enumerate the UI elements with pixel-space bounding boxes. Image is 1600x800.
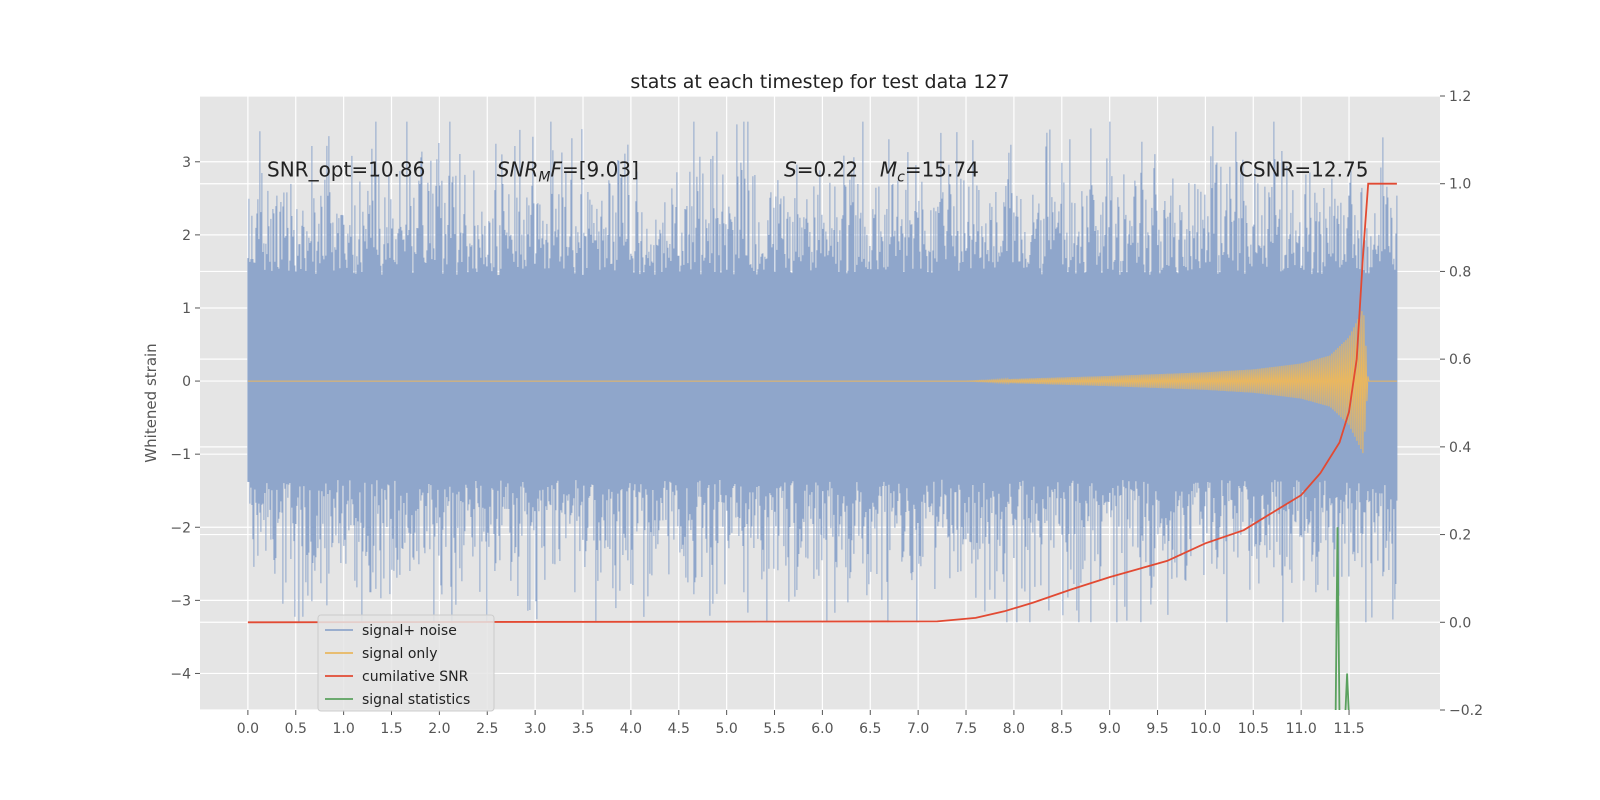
x-tick-label: 1.5 (380, 721, 402, 737)
y-tick-label: −1 (170, 447, 191, 463)
x-tick-label: 11.0 (1286, 721, 1317, 737)
legend-box (317, 614, 495, 712)
annotation-text: SNR_opt=10.86 (267, 157, 425, 181)
x-tick-label: 3.0 (524, 721, 546, 737)
x-tick-label: 11.5 (1333, 721, 1364, 737)
y2-tick-label: 0.8 (1449, 264, 1471, 280)
y2-tick-label: 1.2 (1449, 89, 1471, 105)
x-tick-label: 2.0 (428, 721, 450, 737)
y2-tick-label: 0.0 (1449, 615, 1471, 631)
y-tick-label: 1 (182, 301, 191, 317)
x-tick-label: 10.5 (1238, 721, 1269, 737)
legend-label: cumilative SNR (362, 669, 469, 685)
annotation-text: Mc=15.74 (880, 157, 979, 185)
y-axis-label: Whitened strain (142, 343, 160, 462)
x-tick-label: 8.0 (1003, 721, 1025, 737)
y-tick-label: 0 (182, 374, 191, 390)
legend-label: signal statistics (362, 692, 470, 708)
x-tick-label: 6.0 (811, 721, 833, 737)
x-tick-label: 9.5 (1146, 721, 1168, 737)
signal-only-trace (247, 311, 1397, 454)
legend-label: signal+ noise (362, 623, 457, 639)
y-tick-label: −2 (170, 520, 191, 536)
y2-tick-label: 0.6 (1449, 352, 1471, 368)
legend: signal+ noise signal only cumilative SNR si… (317, 614, 495, 712)
x-tick-label: 0.5 (285, 721, 307, 737)
chart-title: stats at each timestep for test data 127 (630, 71, 1009, 93)
y2-tick-label: −0.2 (1449, 703, 1483, 719)
y-tick-label: −4 (170, 666, 191, 682)
x-tick-label: 5.5 (763, 721, 785, 737)
cumilative-snr-line (247, 182, 1397, 624)
x-tick-label: 8.5 (1051, 721, 1073, 737)
y-tick-label: 3 (182, 155, 191, 171)
y2-tick-label: 0.4 (1449, 440, 1471, 456)
y2-tick-label: 1.0 (1449, 177, 1471, 193)
x-tick-label: 7.5 (955, 721, 977, 737)
annotation-text: SNRMF=[9.03] (497, 157, 639, 185)
y-tick-label: 2 (182, 228, 191, 244)
x-tick-label: 9.0 (1099, 721, 1121, 737)
x-tick-label: 10.0 (1190, 721, 1221, 737)
annotations: SNR_opt=10.86 SNRMF=[9.03] S=0.22 Mc=15.74 C… (267, 157, 1368, 185)
x-tick-label: 1.0 (332, 721, 354, 737)
x-tick-label: 0.0 (237, 721, 259, 737)
x-tick-label: 2.5 (476, 721, 498, 737)
y-tick-label: −3 (170, 593, 191, 609)
x-tick-label: 6.5 (859, 721, 881, 737)
x-tick-label: 4.5 (668, 721, 690, 737)
y2-tick-label: 0.2 (1449, 528, 1471, 544)
annotation-text: S=0.22 (784, 157, 858, 181)
x-tick-label: 5.0 (716, 721, 738, 737)
data-series (247, 121, 1398, 710)
legend-label: signal only (362, 646, 437, 662)
x-tick-label: 4.0 (620, 721, 642, 737)
annotation-text: CSNR=12.75 (1239, 157, 1369, 181)
signal-statistics-line (1334, 527, 1350, 710)
x-tick-label: 3.5 (572, 721, 594, 737)
axis-ticks: 0.0 0.5 1.0 1.5 2.0 2.5 3.0 3.5 4.0 4.5 5.0 5.5 6.0 6… (170, 89, 1483, 737)
x-tick-label: 7.0 (907, 721, 929, 737)
